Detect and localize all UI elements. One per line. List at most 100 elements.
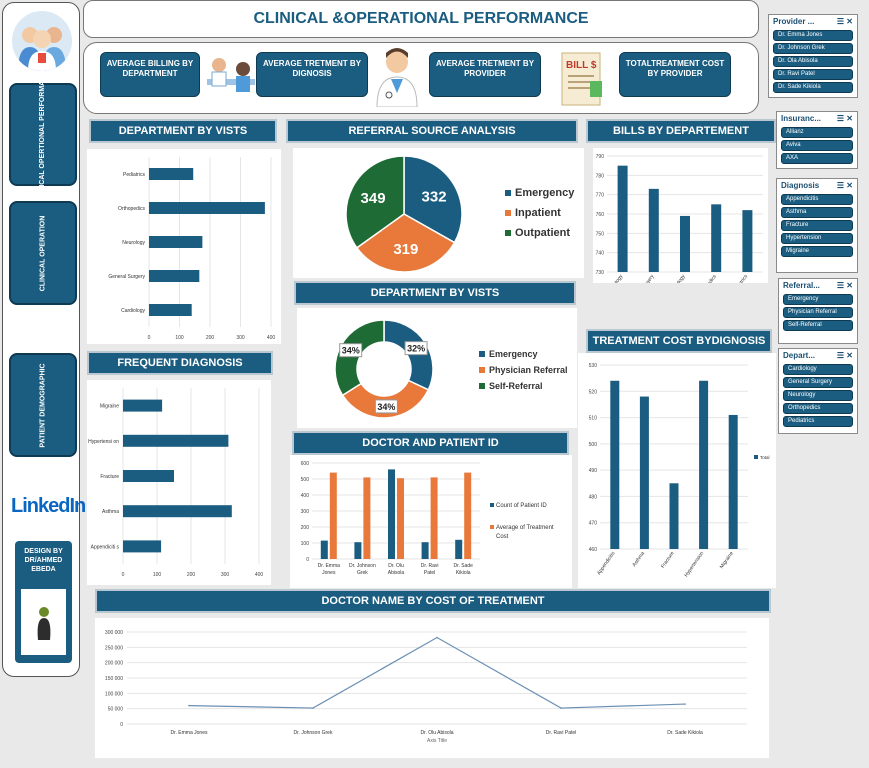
slicer-title: Referral... xyxy=(783,281,820,290)
bar xyxy=(149,202,265,214)
page-title: CLINICAL &OPERATIONAL PERFORMANCE xyxy=(83,0,759,38)
filter-icon[interactable]: ☰ ✕ xyxy=(836,17,853,26)
bar xyxy=(363,477,371,559)
tick-label: 780 xyxy=(596,173,605,179)
legend-label: Inpatient xyxy=(515,207,561,219)
filter-icon[interactable]: ☰ ✕ xyxy=(836,181,853,190)
data-label-box xyxy=(339,343,363,358)
legend-label: Total xyxy=(760,455,770,460)
bar xyxy=(610,380,620,549)
slicer-item[interactable]: Appendicitis xyxy=(781,194,853,205)
freq-diag-panel: 0 100 200 300 400 Migraine Hypertensi on Fractu… xyxy=(87,380,271,585)
bills-panel: 730 740 750 760 770 780 790 Cardiology General S… xyxy=(593,148,768,307)
freq-diag-chart: 0 100 200 300 400 Migraine Hypertensi on Fractu… xyxy=(88,388,264,578)
data-point xyxy=(312,707,314,709)
bar xyxy=(388,469,395,559)
slicer-item[interactable]: Fracture xyxy=(781,220,853,231)
data-label: 319 xyxy=(393,241,418,258)
bar xyxy=(421,542,429,559)
filter-icon[interactable]: ☰ ✕ xyxy=(836,114,853,123)
category-label: Fracture xyxy=(660,551,676,570)
bar xyxy=(464,472,472,559)
diagnosis-slicer: Diagnosis ☰ ✕ Appendicitis Asthma Fracture H… xyxy=(776,178,858,273)
slicer-item[interactable]: Dr. Johnson Grek xyxy=(773,43,853,54)
category-label: Pediatrics xyxy=(732,273,750,283)
slicer-item[interactable]: Dr. Ola Abisola xyxy=(773,56,853,67)
sidebar-item-clinical-operation[interactable]: CLINICAL OPERATION xyxy=(9,201,77,305)
category-label: Migraine xyxy=(100,404,119,410)
doctor-cost-title: DOCTOR NAME BY COST OF TREATMENT xyxy=(95,589,771,613)
category-label: Migraine xyxy=(719,551,735,570)
legend-label: Emergency xyxy=(515,187,575,199)
slicer-item[interactable]: Neurology xyxy=(783,390,853,401)
tick-label: 400 xyxy=(255,572,264,578)
sidebar-item-label: PATIENT DEMOGRAPHIC xyxy=(39,362,47,448)
slicer-item[interactable]: Hypertension xyxy=(781,233,853,244)
slicer-item[interactable]: Allianz xyxy=(781,127,853,138)
data-label: 332 xyxy=(422,188,447,205)
filter-icon[interactable]: ☰ ✕ xyxy=(836,351,853,360)
slicer-item[interactable]: Emergency xyxy=(783,294,853,305)
legend-label: Cost xyxy=(496,534,509,540)
legend-label: Emergency xyxy=(489,349,538,359)
slicer-item[interactable]: Physician Referral xyxy=(783,307,853,318)
category-label: Abisola xyxy=(388,570,405,576)
bar xyxy=(123,470,174,482)
designer-card: DESIGN BY DR/AHMED EBEDA xyxy=(15,541,72,663)
slicer-item[interactable]: Cardiology xyxy=(783,364,853,375)
slicer-item[interactable]: General Surgery xyxy=(783,377,853,388)
doctor-patient-title: DOCTOR AND PATIENT ID xyxy=(292,431,569,455)
legend-swatch xyxy=(479,351,485,357)
bar xyxy=(639,396,649,549)
legend-swatch xyxy=(490,525,494,529)
category-label: Orthopedics xyxy=(118,206,145,212)
category-label: Dr. Emma xyxy=(318,563,340,569)
kpi-average-treatment-diagnosis-button[interactable]: AVERAGE TRETMENT BY DIGNOSIS xyxy=(256,52,368,97)
legend-swatch xyxy=(479,383,485,389)
slicer-item[interactable]: Dr. Sade Kikiola xyxy=(773,82,853,93)
linkedin-logo[interactable]: LinkedIn xyxy=(11,495,86,517)
kpi-average-billing-button[interactable]: AVERAGE BILLING BY DEPARTMENT xyxy=(100,52,200,97)
tick-label: 300 000 xyxy=(105,630,123,636)
slicer-item[interactable]: Orthopedics xyxy=(783,403,853,414)
dept-visits-chart: 0 100 200 300 400 Pediatrics Orthopedics Neurol… xyxy=(108,157,275,341)
treat-cost-panel: 460 470 480 490 500 510 520 530 Appendicitis Asth… xyxy=(578,353,776,588)
category-label: Cardiology xyxy=(121,308,145,314)
sidebar-item-patient-demographic[interactable]: PATIENT DEMOGRAPHIC xyxy=(9,353,77,457)
category-label: Neurology xyxy=(122,240,145,246)
category-label: Dr. Ravi xyxy=(421,563,439,569)
slicer-item[interactable]: Aviva xyxy=(781,140,853,151)
category-label: Patel xyxy=(424,570,435,576)
bar xyxy=(742,210,753,272)
legend-label: Physician Referral xyxy=(489,365,568,375)
tick-label: 200 xyxy=(206,335,215,341)
freq-diag-title: FREQUENT DIAGNOSIS xyxy=(87,351,273,375)
category-label: Grek xyxy=(357,570,368,576)
tick-label: 200 xyxy=(187,572,196,578)
tick-label: 730 xyxy=(596,270,605,276)
bills-title: BILLS BY DEPARTEMENT xyxy=(586,119,776,143)
slicer-item[interactable]: Dr. Emma Jones xyxy=(773,30,853,41)
sidebar: CLINICAL OPERTIONAL PERFORMANCE CLINICAL… xyxy=(2,2,86,677)
category-label: Asthma xyxy=(631,551,646,569)
tick-label: 400 xyxy=(301,493,310,499)
sidebar-item-clinical-operational-performance[interactable]: CLINICAL OPERTIONAL PERFORMANCE xyxy=(9,66,77,203)
slicer-item[interactable]: AXA xyxy=(781,153,853,164)
slicer-item[interactable]: Pediatrics xyxy=(783,416,853,427)
bar xyxy=(320,540,328,559)
legend-label: Average of Treatment xyxy=(496,525,554,531)
slicer-item[interactable]: Migraine xyxy=(781,246,853,257)
bar xyxy=(354,542,362,559)
kpi-average-treatment-provider-button[interactable]: AVERAGE TRETMENT BY PROVIDER xyxy=(429,52,541,97)
slicer-title: Diagnosis xyxy=(781,181,820,190)
kpi-total-treatment-cost-button[interactable]: TOTALTREATMENT COST BY PROVIDER xyxy=(619,52,731,97)
tick-label: 200 000 xyxy=(105,661,123,667)
bar xyxy=(430,477,438,559)
slicer-item[interactable]: Self-Referral xyxy=(783,320,853,331)
filter-icon[interactable]: ☰ ✕ xyxy=(836,281,853,290)
slicer-item[interactable]: Dr. Ravi Patel xyxy=(773,69,853,80)
referral-slicer: Referral... ☰ ✕ Emergency Physician Referr… xyxy=(778,278,858,344)
slicer-item[interactable]: Asthma xyxy=(781,207,853,218)
bar xyxy=(123,540,162,553)
category-label: Kikiola xyxy=(456,570,471,576)
